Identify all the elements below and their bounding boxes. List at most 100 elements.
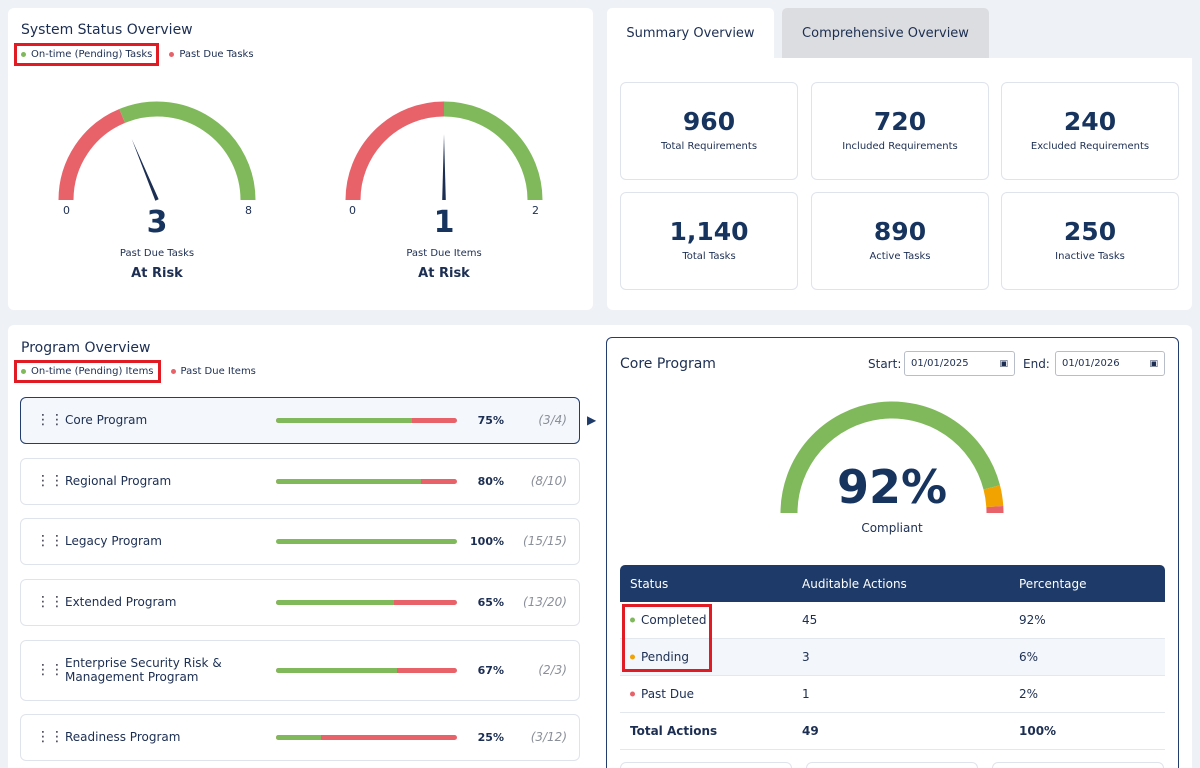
stat-card-excluded-requirements: 240 Excluded Requirements [1001,82,1179,180]
program-name: Legacy Program [65,534,162,548]
program-fraction: (3/4) [538,413,567,427]
gauge-value: 3 [146,205,168,240]
drag-handle-icon[interactable]: ⋮⋮ [36,533,64,549]
gauge-value: 1 [433,205,455,240]
drag-handle-icon[interactable]: ⋮⋮ [36,662,64,678]
gauge-past-due-arc [345,101,445,201]
table-row-completed: Completed 45 92% [620,602,1165,639]
stat-card-active-tasks: 890 Active Tasks [811,192,989,290]
status-dot-icon [630,691,635,697]
actions-cell: 49 [802,724,819,738]
stat-card-total-tasks: 1,140 Total Tasks [620,192,798,290]
bottom-card [992,762,1164,768]
percentage-cell: 2% [1019,687,1039,701]
program-fraction: (3/12) [530,730,567,744]
status-cell: Completed [641,613,707,627]
system-status-panel [8,8,593,310]
gauge-min-label: 0 [63,204,70,217]
actions-cell: 1 [802,687,810,701]
program-fraction: (2/3) [538,663,567,677]
drag-handle-icon[interactable]: ⋮⋮ [36,473,64,489]
progress-bar [276,539,457,544]
stat-card-inactive-tasks: 250 Inactive Tasks [1001,192,1179,290]
col-status-header: Status [630,576,669,591]
percentage-cell: 100% [1019,724,1057,738]
gauge-label: Past Due Items [406,248,482,259]
gauge-needle [131,139,159,201]
actions-cell: 3 [802,650,810,664]
red-dot-icon [169,52,175,57]
end-date-input[interactable]: 01/01/2026 ▣ [1055,351,1165,376]
program-percent: 80% [477,475,504,488]
legend-on-time-items: On-time (Pending) Items [14,360,161,383]
red-dot-icon [170,369,176,374]
bottom-card [620,762,792,768]
start-date-label: Start: [868,357,902,371]
program-percent: 65% [477,596,504,609]
program-overview-legend: On-time (Pending) Items Past Due Items [14,360,256,383]
gauge-completed-arc [780,401,1000,514]
progress-bar [276,479,457,484]
drag-handle-icon[interactable]: ⋮⋮ [36,594,64,610]
status-highlight-box [622,604,712,672]
program-row[interactable]: ⋮⋮ Readiness Program 25% (3/12) [20,714,580,761]
tab-summary-overview[interactable]: Summary Overview [607,8,774,58]
progress-bar [276,735,457,740]
system-status-title: System Status Overview [21,22,193,38]
program-percent: 75% [477,414,504,427]
end-date-label: End: [1023,357,1050,371]
status-dot-icon [630,617,635,623]
bottom-card [806,762,978,768]
green-dot-icon [21,369,26,374]
legend-past-due-tasks: Past Due Tasks [169,49,254,60]
gauge-past-due-arc [58,108,126,201]
stat-card-included-requirements: 720 Included Requirements [811,82,989,180]
status-cell: Total Actions [630,724,718,738]
tab-comprehensive-overview[interactable]: Comprehensive Overview [782,8,989,58]
table-row-total: Total Actions 49 100% [620,713,1165,750]
program-row[interactable]: ⋮⋮ Enterprise Security Risk & Management… [20,640,580,701]
past-due-tasks-gauge [58,101,256,201]
program-overview-title: Program Overview [21,340,151,356]
compliance-label: Compliant [861,521,923,535]
gauge-pending-arc [983,485,1004,508]
legend-on-time-tasks: On-time (Pending) Tasks [14,43,160,66]
program-row[interactable]: ⋮⋮ Regional Program 80% (8/10) [20,458,580,505]
percentage-cell: 92% [1019,613,1046,627]
gauge-min-label: 0 [349,204,356,217]
gauge-on-time-arc [443,101,543,201]
gauge-max-label: 8 [245,204,252,217]
program-row[interactable]: ⋮⋮ Legacy Program 100% (15/15) [20,518,580,565]
percentage-cell: 6% [1019,650,1039,664]
program-fraction: (13/20) [523,595,567,609]
start-date-input[interactable]: 01/01/2025 ▣ [904,351,1015,376]
calendar-icon[interactable]: ▣ [1149,358,1158,369]
stat-card-total-requirements: 960 Total Requirements [620,82,798,180]
drag-handle-icon[interactable]: ⋮⋮ [36,729,64,745]
program-name: Readiness Program [65,730,181,744]
program-percent: 25% [477,731,504,744]
program-name: Extended Program [65,595,177,609]
progress-bar [276,418,457,423]
calendar-icon[interactable]: ▣ [999,358,1008,369]
program-row[interactable]: ⋮⋮ Extended Program 65% (13/20) [20,579,580,626]
drag-handle-icon[interactable]: ⋮⋮ [36,412,64,428]
status-dot-icon [630,654,635,660]
core-program-title: Core Program [620,356,716,372]
compliance-gauge [780,401,1004,514]
col-actions-header: Auditable Actions [802,576,907,591]
system-status-legend: On-time (Pending) Tasks Past Due Tasks [14,43,254,66]
program-name: Core Program [65,413,148,427]
status-cell: Past Due [641,687,695,701]
selected-row-arrow-icon: ▶ [587,413,597,427]
program-name: Regional Program [65,474,172,488]
program-fraction: (15/15) [523,534,567,548]
program-fraction: (8/10) [530,474,567,488]
gauge-needle [442,134,446,200]
status-table-header: Status Auditable Actions Percentage [620,565,1165,602]
gauge-max-label: 2 [532,204,539,217]
compliance-value: 92% [836,460,948,514]
gauge-status: At Risk [131,266,183,281]
program-percent: 67% [477,664,504,677]
program-row[interactable]: ⋮⋮ Core Program 75% (3/4) [20,397,580,444]
